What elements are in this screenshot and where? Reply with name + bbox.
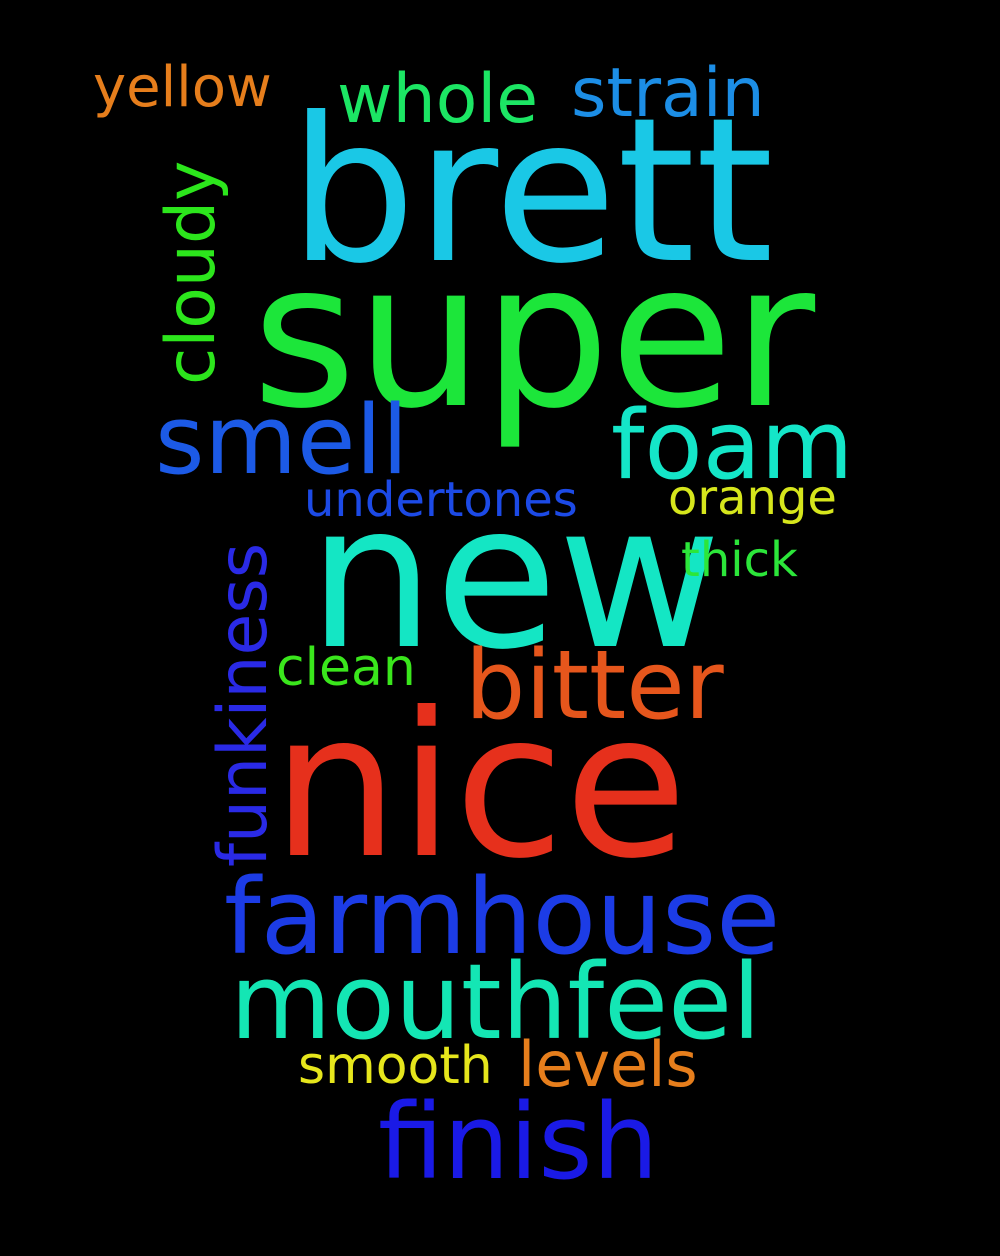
word-brett: brett — [289, 75, 774, 308]
word-levels: levels — [518, 1028, 698, 1101]
word-undertones: undertones — [304, 472, 578, 528]
word-finish: finish — [378, 1081, 659, 1203]
word-yellow: yellow — [93, 55, 272, 120]
word-cloudy: cloudy — [152, 160, 231, 385]
word-bitter: bitter — [465, 631, 724, 741]
word-new: new — [308, 461, 722, 694]
word-funkiness: funkiness — [204, 542, 283, 867]
word-clean: clean — [276, 638, 416, 698]
word-mouthfeel: mouthfeel — [230, 941, 762, 1063]
word-nice: nice — [272, 670, 688, 903]
word-smooth: smooth — [298, 1036, 493, 1096]
word-strain: strain — [571, 54, 765, 133]
word-foam: foam — [611, 391, 854, 501]
word-thick: thick — [681, 532, 798, 588]
word-farmhouse: farmhouse — [224, 856, 781, 978]
word-super: super — [252, 220, 816, 453]
word-smell: smell — [155, 386, 409, 496]
word-orange: orange — [668, 470, 837, 526]
word-whole: whole — [337, 60, 539, 139]
